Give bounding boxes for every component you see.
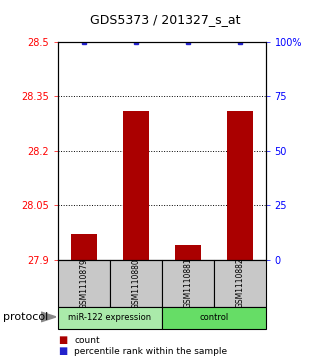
Text: percentile rank within the sample: percentile rank within the sample [74, 347, 227, 355]
Text: GSM1110882: GSM1110882 [235, 258, 244, 309]
Text: GSM1110880: GSM1110880 [131, 258, 140, 309]
Bar [58, 260, 110, 307]
Text: ■: ■ [58, 335, 67, 345]
Text: GDS5373 / 201327_s_at: GDS5373 / 201327_s_at [90, 13, 240, 26]
Text: ■: ■ [58, 346, 67, 356]
Text: control: control [199, 313, 228, 322]
Text: miR-122 expression: miR-122 expression [68, 313, 151, 322]
Text: protocol: protocol [3, 312, 49, 322]
Bar [123, 111, 149, 260]
Text: GSM1110879: GSM1110879 [79, 258, 88, 309]
Bar [162, 307, 266, 329]
Bar [227, 111, 253, 260]
Bar [214, 260, 266, 307]
Bar [162, 260, 214, 307]
Polygon shape [41, 312, 56, 322]
Bar [58, 307, 162, 329]
Text: count: count [74, 336, 100, 344]
Bar [71, 234, 97, 260]
Bar [110, 260, 162, 307]
Bar [175, 245, 201, 260]
Text: GSM1110881: GSM1110881 [183, 258, 192, 309]
